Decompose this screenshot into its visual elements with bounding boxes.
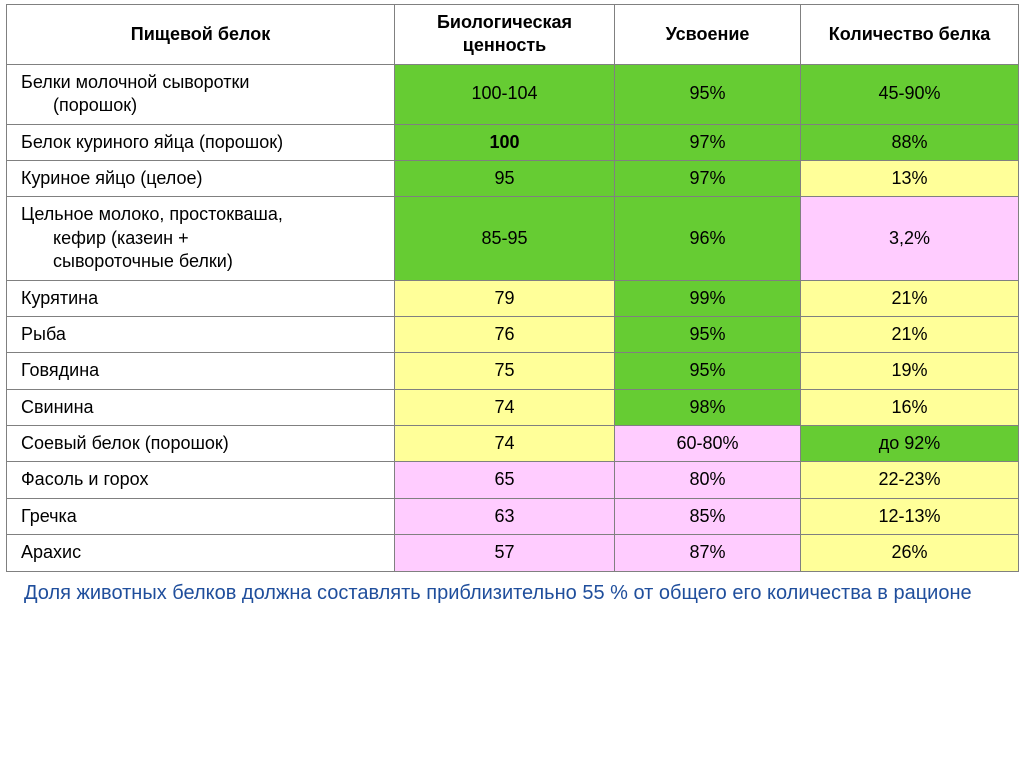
- table-row: Цельное молоко, простокваша,кефир (казеи…: [7, 197, 1019, 280]
- amount-cell: 3,2%: [801, 197, 1019, 280]
- absorption-cell: 80%: [615, 462, 801, 498]
- bio-value-cell: 63: [395, 498, 615, 534]
- absorption-cell: 97%: [615, 124, 801, 160]
- protein-name-cell: Белки молочной сыворотки(порошок): [7, 64, 395, 124]
- amount-cell: 22-23%: [801, 462, 1019, 498]
- protein-name-cell: Гречка: [7, 498, 395, 534]
- amount-cell: 12-13%: [801, 498, 1019, 534]
- protein-name-cell: Белок куриного яйца (порошок): [7, 124, 395, 160]
- table-row: Белок куриного яйца (порошок) 10097%88%: [7, 124, 1019, 160]
- protein-name-text: Арахис: [21, 541, 384, 564]
- protein-name-text: Белок куриного яйца (порошок): [21, 131, 384, 154]
- amount-cell: 45-90%: [801, 64, 1019, 124]
- bio-value-cell: 79: [395, 280, 615, 316]
- table-row: Рыба 7695%21%: [7, 316, 1019, 352]
- footnote-text: Доля животных белков должна составлять п…: [0, 572, 1024, 607]
- absorption-cell: 60-80%: [615, 426, 801, 462]
- table-row: Фасоль и горох 6580%22-23%: [7, 462, 1019, 498]
- bio-value-cell: 76: [395, 316, 615, 352]
- header-amount: Количество белка: [801, 5, 1019, 65]
- amount-cell: 26%: [801, 535, 1019, 571]
- bio-value-cell: 100: [395, 124, 615, 160]
- absorption-cell: 98%: [615, 389, 801, 425]
- absorption-cell: 95%: [615, 64, 801, 124]
- absorption-cell: 97%: [615, 160, 801, 196]
- protein-name-text: Рыба: [21, 323, 384, 346]
- protein-name-cell: Куриное яйцо (целое): [7, 160, 395, 196]
- protein-name-text: Соевый белок (порошок): [21, 432, 384, 455]
- protein-name-cell: Свинина: [7, 389, 395, 425]
- protein-name-cell: Фасоль и горох: [7, 462, 395, 498]
- bio-value-cell: 95: [395, 160, 615, 196]
- protein-name-cell: Говядина: [7, 353, 395, 389]
- table-row: Курятина 7999%21%: [7, 280, 1019, 316]
- bio-value-cell: 65: [395, 462, 615, 498]
- absorption-cell: 99%: [615, 280, 801, 316]
- table-header-row: Пищевой белок Биологическая ценность Усв…: [7, 5, 1019, 65]
- protein-name-cell: Арахис: [7, 535, 395, 571]
- absorption-cell: 96%: [615, 197, 801, 280]
- absorption-cell: 95%: [615, 316, 801, 352]
- bio-value-cell: 74: [395, 426, 615, 462]
- table-row: Говядина 7595%19%: [7, 353, 1019, 389]
- absorption-cell: 85%: [615, 498, 801, 534]
- amount-cell: 21%: [801, 280, 1019, 316]
- protein-name-text: (порошок): [21, 94, 384, 117]
- amount-cell: 13%: [801, 160, 1019, 196]
- absorption-cell: 95%: [615, 353, 801, 389]
- header-absorption: Усвоение: [615, 5, 801, 65]
- bio-value-cell: 100-104: [395, 64, 615, 124]
- header-bio-value: Биологическая ценность: [395, 5, 615, 65]
- protein-name-text: Куриное яйцо (целое): [21, 167, 384, 190]
- protein-name-text: Свинина: [21, 396, 384, 419]
- protein-name-text: Фасоль и горох: [21, 468, 384, 491]
- protein-name-text: Курятина: [21, 287, 384, 310]
- table-row: Куриное яйцо (целое) 9597%13%: [7, 160, 1019, 196]
- bio-value-cell: 74: [395, 389, 615, 425]
- table-row: Гречка 6385%12-13%: [7, 498, 1019, 534]
- protein-name-text: Гречка: [21, 505, 384, 528]
- absorption-cell: 87%: [615, 535, 801, 571]
- amount-cell: 16%: [801, 389, 1019, 425]
- protein-name-cell: Курятина: [7, 280, 395, 316]
- amount-cell: до 92%: [801, 426, 1019, 462]
- table-row: Арахис 5787%26%: [7, 535, 1019, 571]
- header-protein: Пищевой белок: [7, 5, 395, 65]
- bio-value-cell: 57: [395, 535, 615, 571]
- bio-value-cell: 75: [395, 353, 615, 389]
- table-row: Соевый белок (порошок) 7460-80%до 92%: [7, 426, 1019, 462]
- protein-name-cell: Соевый белок (порошок): [7, 426, 395, 462]
- amount-cell: 88%: [801, 124, 1019, 160]
- protein-name-text: сывороточные белки): [21, 250, 384, 273]
- protein-name-text: Цельное молоко, простокваша,: [21, 203, 384, 226]
- bio-value-cell: 85-95: [395, 197, 615, 280]
- protein-table: Пищевой белок Биологическая ценность Усв…: [6, 4, 1019, 572]
- amount-cell: 19%: [801, 353, 1019, 389]
- protein-name-text: кефир (казеин +: [21, 227, 384, 250]
- protein-name-text: Говядина: [21, 359, 384, 382]
- protein-name-cell: Цельное молоко, простокваша,кефир (казеи…: [7, 197, 395, 280]
- table-row: Белки молочной сыворотки(порошок)100-104…: [7, 64, 1019, 124]
- protein-name-cell: Рыба: [7, 316, 395, 352]
- amount-cell: 21%: [801, 316, 1019, 352]
- table-row: Свинина 7498%16%: [7, 389, 1019, 425]
- protein-name-text: Белки молочной сыворотки: [21, 71, 384, 94]
